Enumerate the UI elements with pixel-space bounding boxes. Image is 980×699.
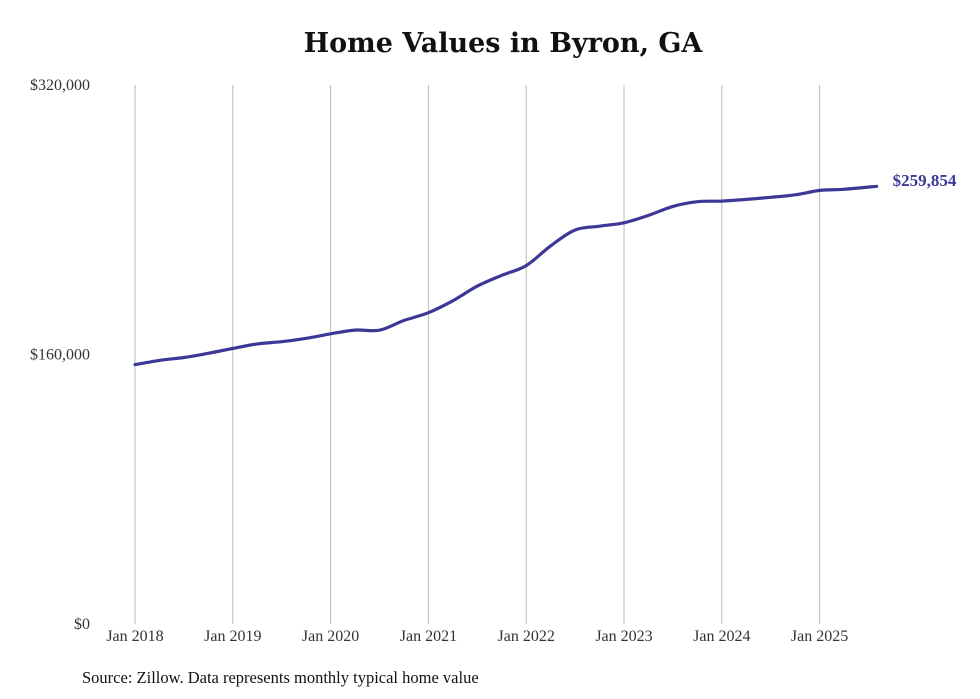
chart-title: Home Values in Byron, GA (303, 28, 703, 59)
x-tick-label: Jan 2025 (791, 628, 848, 645)
x-tick-label: Jan 2021 (400, 628, 457, 645)
x-tick-label: Jan 2018 (106, 628, 163, 645)
x-tick-label: Jan 2019 (204, 628, 261, 645)
y-axis-ticks: $0 $160,000 $320,000 (30, 77, 90, 633)
x-tick-label: Jan 2023 (595, 628, 652, 645)
x-tick-label: Jan 2020 (302, 628, 359, 645)
y-tick-label: $160,000 (30, 347, 90, 364)
x-tick-label: Jan 2024 (693, 628, 750, 645)
y-tick-label: $320,000 (30, 77, 90, 94)
gridlines (134, 85, 821, 624)
series-line (133, 184, 879, 367)
end-value-label: $259,854 (893, 171, 957, 190)
y-tick-label: $0 (74, 616, 90, 633)
x-tick-label: Jan 2022 (498, 628, 555, 645)
source-note: Source: Zillow. Data represents monthly … (82, 668, 479, 687)
x-axis-ticks: Jan 2018 Jan 2019 Jan 2020 Jan 2021 Jan 2022… (106, 628, 848, 645)
